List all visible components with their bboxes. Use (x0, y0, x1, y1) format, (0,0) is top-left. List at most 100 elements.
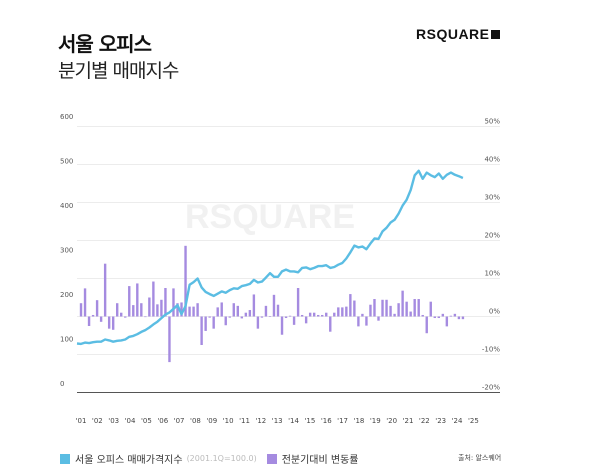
change-bar (87, 316, 91, 326)
legend-bar-swatch (266, 453, 277, 464)
change-bar (128, 286, 131, 317)
change-bar (365, 316, 368, 326)
legend: 서울 오피스 매매가격지수 (2001.1Q=100.0) 전분기대비 변동률 (60, 451, 358, 466)
change-bar (417, 299, 420, 317)
change-bar (401, 290, 404, 317)
x-axis-tick: '21 (403, 417, 414, 425)
change-bar (164, 288, 167, 317)
change-bar (192, 306, 195, 317)
change-bar (405, 301, 408, 317)
legend-bar-label: 전분기대비 변동률 (281, 455, 359, 466)
x-axis-tick: '25 (468, 417, 479, 425)
change-bar (397, 303, 400, 317)
logo-text: RSQUARE (416, 26, 490, 42)
change-bar (413, 299, 416, 317)
change-bar (349, 294, 352, 317)
change-bar (248, 310, 252, 317)
change-bar (317, 314, 320, 317)
change-bar (329, 316, 332, 332)
change-bar (120, 312, 123, 317)
right-axis-tick: 40% (484, 156, 500, 164)
change-bar (240, 316, 244, 319)
change-bar (116, 303, 119, 317)
change-bar (196, 303, 199, 317)
change-bar (276, 304, 280, 317)
change-bar (453, 313, 457, 317)
change-bar (337, 307, 340, 317)
right-axis-tick: 50% (484, 118, 500, 126)
x-axis-tick: '19 (370, 417, 381, 425)
left-axis-tick: 0 (60, 380, 64, 388)
x-axis-tick: '09 (206, 417, 217, 425)
right-axis-tick: 20% (484, 232, 500, 240)
change-bar (91, 314, 95, 317)
left-axis-tick: 200 (60, 291, 73, 299)
change-bar (83, 288, 87, 317)
x-axis-tick: '15 (304, 417, 315, 425)
right-axis-tick: 30% (484, 194, 500, 202)
x-axis-tick: '16 (321, 417, 332, 425)
x-axis-tick: '08 (190, 417, 201, 425)
change-bar (304, 316, 308, 324)
change-bar (188, 306, 191, 317)
x-axis-tick: '20 (386, 417, 397, 425)
change-bar (224, 316, 227, 326)
change-bar (308, 312, 312, 317)
change-bar (381, 299, 384, 317)
x-axis-tick: '06 (157, 417, 168, 425)
watermark: RSQUARE (185, 198, 355, 236)
change-bar (260, 316, 264, 318)
change-bar (184, 245, 187, 317)
change-bar (176, 303, 179, 317)
change-bar (341, 307, 344, 317)
change-bar (107, 316, 111, 329)
x-axis-tick: '17 (337, 417, 348, 425)
x-axis-tick: '18 (354, 417, 365, 425)
right-axis-tick: -20% (482, 384, 500, 392)
change-bar (333, 312, 336, 317)
change-bar (220, 302, 223, 317)
right-axis-tick: -10% (482, 346, 500, 354)
change-bar (124, 316, 127, 318)
right-axis-tick: 0% (489, 308, 500, 316)
change-bar (216, 307, 219, 317)
change-bar (244, 312, 248, 317)
change-bar (284, 316, 288, 319)
change-bar (103, 263, 107, 317)
change-bar (437, 316, 440, 319)
change-bar (421, 314, 424, 317)
change-bar (425, 316, 428, 334)
source-note: 출처: 알스퀘어 (458, 454, 502, 462)
change-bar (232, 303, 235, 317)
change-bar (357, 316, 360, 327)
x-axis-tick: '07 (174, 417, 185, 425)
x-axis-tick: '11 (239, 417, 250, 425)
change-bar (268, 316, 272, 317)
x-axis-tick: '24 (452, 417, 463, 425)
change-bar (228, 316, 231, 318)
change-bar (280, 316, 284, 335)
change-bar (373, 299, 376, 317)
left-axis-tick: 300 (60, 247, 73, 255)
change-bar (288, 315, 292, 317)
change-bar (409, 311, 412, 317)
change-bar (369, 304, 372, 317)
x-axis-tick: '01 (76, 417, 87, 425)
right-axis-tick: 10% (484, 270, 500, 278)
change-bar (445, 316, 449, 327)
change-bar (264, 305, 268, 317)
left-axis-tick: 600 (60, 113, 73, 121)
change-bar (377, 316, 380, 321)
change-bar (144, 316, 147, 318)
change-bar (132, 305, 135, 317)
change-bar (300, 314, 304, 317)
change-bar (204, 316, 207, 331)
change-bar (236, 305, 239, 317)
change-bar (292, 316, 296, 325)
change-bar (272, 294, 276, 317)
change-bar (461, 316, 465, 320)
change-bar (152, 281, 155, 317)
change-bar (457, 316, 461, 320)
change-bar (212, 316, 215, 329)
